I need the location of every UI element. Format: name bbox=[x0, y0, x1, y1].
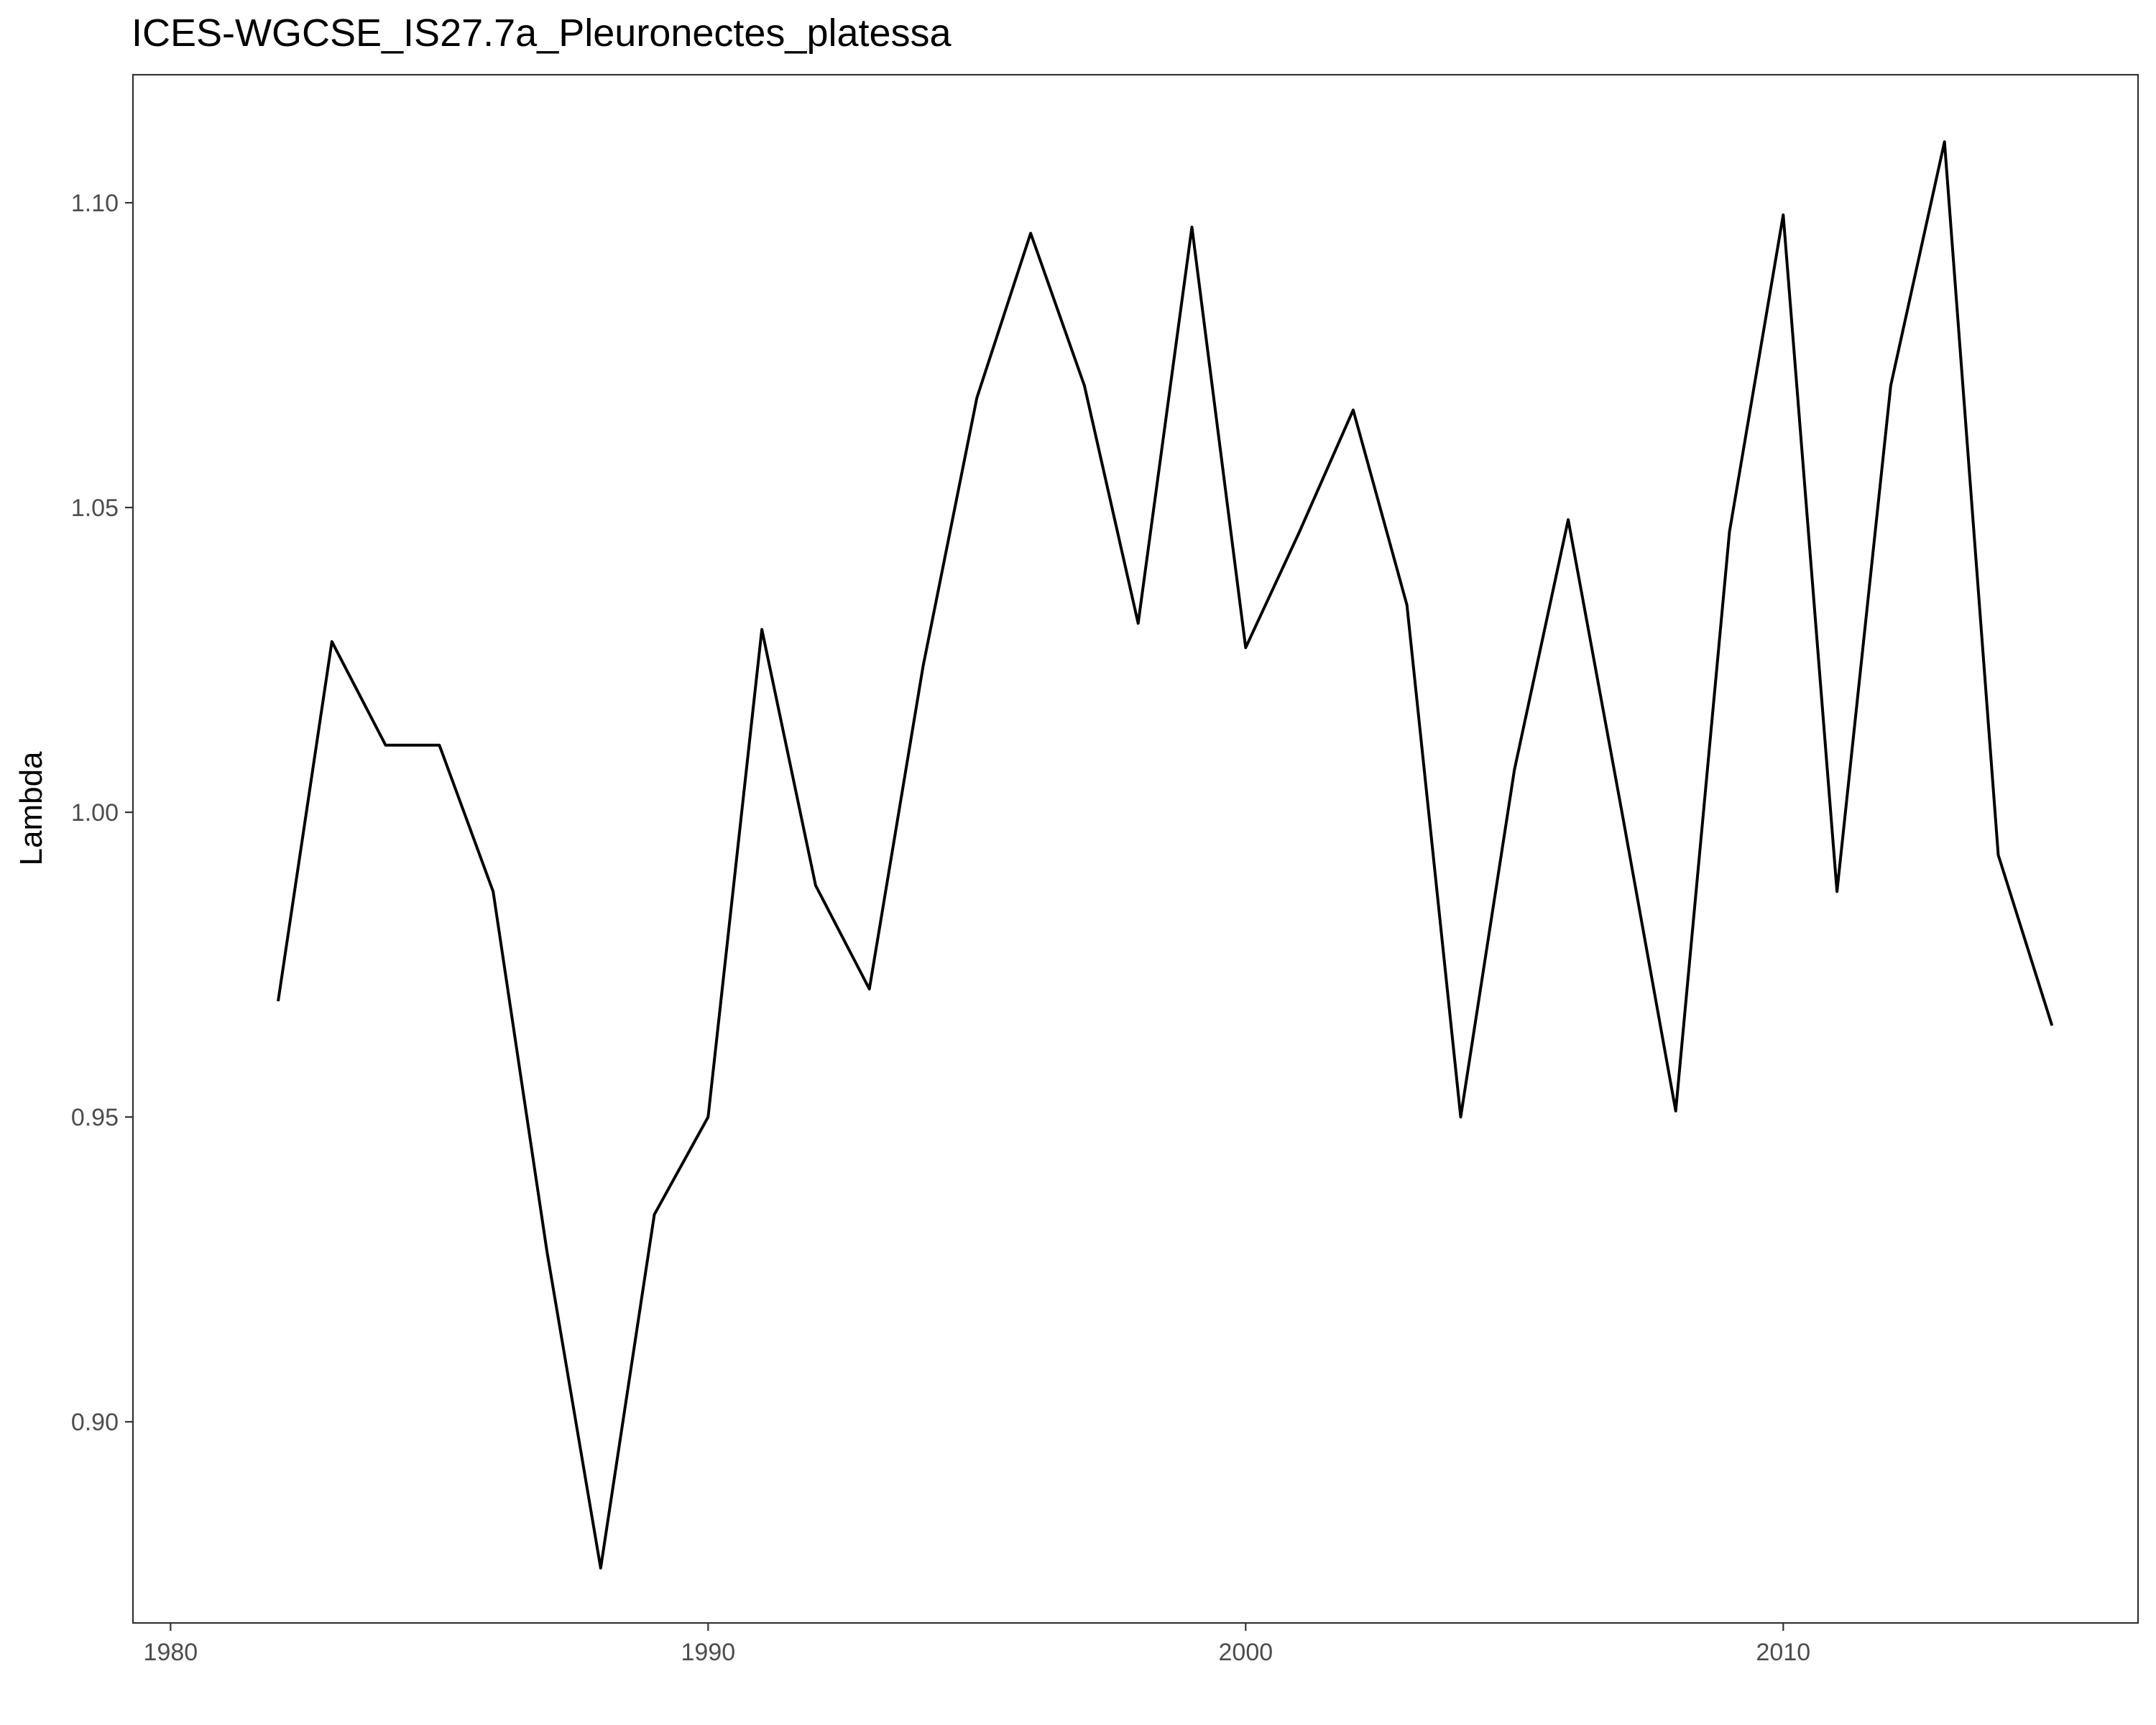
chart-title: ICES-WGCSE_IS27.7a_Pleuronectes_platessa bbox=[132, 12, 952, 55]
y-tick-label: 1.00 bbox=[71, 799, 119, 827]
x-tick-label: 2010 bbox=[1756, 1639, 1811, 1666]
y-axis: 0.90 0.95 1.00 1.05 1.10 bbox=[71, 190, 133, 1436]
x-axis: 1980 1990 2000 2010 bbox=[144, 1623, 1811, 1666]
x-tick-label: 1980 bbox=[144, 1639, 198, 1666]
y-tick-label: 0.90 bbox=[71, 1409, 119, 1436]
y-axis-label: Lambda bbox=[14, 751, 49, 866]
y-tick-label: 0.95 bbox=[71, 1104, 119, 1131]
lambda-series-line bbox=[277, 140, 2054, 1570]
x-tick-label: 2000 bbox=[1219, 1639, 1273, 1666]
y-tick-label: 1.05 bbox=[71, 494, 119, 522]
y-tick-label: 1.10 bbox=[71, 190, 119, 217]
x-tick-label: 1990 bbox=[681, 1639, 736, 1666]
plot-panel-border bbox=[132, 73, 2139, 1624]
